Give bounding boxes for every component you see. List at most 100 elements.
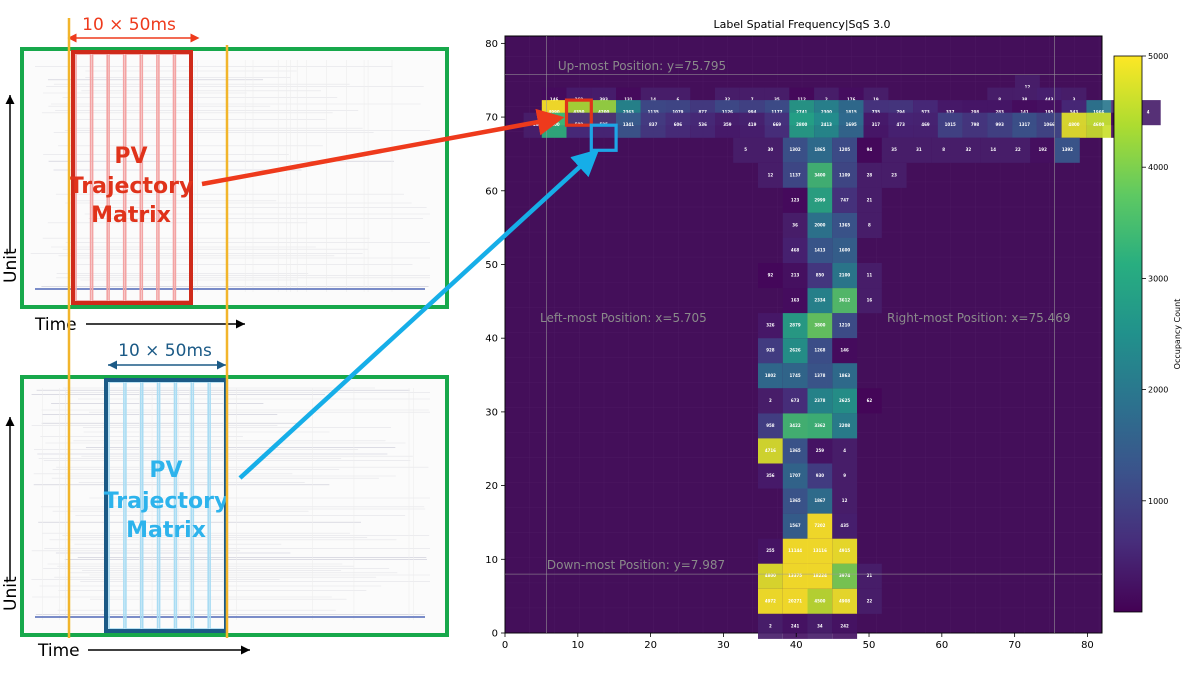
heatmap-cell-label: 3 — [1073, 97, 1076, 102]
heatmap-cell — [782, 463, 808, 489]
heatmap-cell-label: 3422 — [790, 423, 801, 428]
heatmap-cell-label: 2 — [769, 623, 772, 628]
heatmap-cell-label: 1268 — [814, 348, 825, 353]
heatmap-cell — [857, 563, 882, 589]
heatmap-cell — [807, 338, 833, 364]
heatmap-cell-label: 35 — [891, 147, 897, 152]
heatmap-cell — [937, 112, 963, 138]
top-matrix-label-2: Trajectory — [69, 174, 194, 199]
heatmap-cell-label: 2100 — [839, 273, 850, 278]
heatmap-cell — [857, 162, 882, 188]
heatmap-cell-label: 8 — [942, 147, 945, 152]
heatmap-cell-label: 1109 — [839, 172, 850, 177]
heatmap-cell-label: 543 — [1070, 110, 1079, 115]
y-axis-ticks: 0 10 20 30 40 50 60 70 80 — [485, 39, 505, 640]
heatmap-cell-label: 141 — [1020, 110, 1029, 115]
heatmap-cell — [987, 112, 1013, 138]
heatmap-cell — [1012, 112, 1037, 138]
heatmap-cell — [832, 413, 858, 439]
heatmap-cell-label: 7202 — [814, 523, 825, 528]
heatmap-cell — [832, 613, 858, 639]
heatmap-cell — [758, 388, 783, 414]
y-tick-label: 60 — [485, 186, 498, 197]
boundary-annotation: Up-most Position: y=75.795 — [558, 59, 726, 73]
heatmap-cell-label: 20271 — [788, 598, 802, 603]
heatmap-cell — [782, 338, 808, 364]
heatmap-cell — [807, 212, 833, 238]
heatmap-cell-label: 359 — [723, 122, 732, 127]
heatmap-cell — [832, 187, 858, 213]
heatmap-cell-label: 16 — [867, 298, 873, 303]
y-tick-label: 50 — [485, 260, 498, 271]
heatmap-cell-label: 2625 — [839, 398, 850, 403]
heatmap-cell-label: 112 — [798, 97, 807, 102]
x-tick-label: 80 — [1081, 640, 1094, 651]
bottom-unit-label: Unit — [1, 576, 21, 611]
heatmap-cell — [863, 112, 889, 138]
heatmap-cell-label: 1392 — [1062, 147, 1073, 152]
highlight-box — [564, 98, 593, 127]
heatmap-cell — [782, 513, 808, 539]
heatmap-cell-label: 30 — [768, 147, 774, 152]
heatmap-cell-label: 3974 — [839, 573, 850, 578]
colorbar-tick-label: 5000 — [1148, 52, 1168, 61]
heatmap-cell-label: 673 — [791, 398, 800, 403]
heatmap-cell-label: 146 — [840, 348, 849, 353]
heatmap-cell — [814, 112, 839, 138]
boundary-annotation: Right-most Position: x=75.469 — [887, 311, 1070, 325]
heatmap-cell-label: 317 — [872, 122, 881, 127]
heatmap-cell-label: 131 — [624, 97, 633, 102]
heatmap-cell-label: 1863 — [839, 373, 850, 378]
heatmap-cell-label: 1413 — [814, 248, 825, 253]
heatmap-cell-label: 2378 — [814, 398, 825, 403]
heatmap-cell-label: 213 — [791, 273, 800, 278]
heatmap-cell-label: 13375 — [788, 573, 802, 578]
heatmap-cell — [690, 112, 716, 138]
heatmap-cell-label: 2 — [769, 398, 772, 403]
heatmap-cell — [807, 588, 833, 614]
heatmap-cell-label: 473 — [897, 122, 906, 127]
heatmap-cell-label: 794 — [897, 110, 906, 115]
heatmap-cell-label: 22 — [867, 598, 873, 603]
heatmap-cell — [782, 438, 808, 464]
heatmap-cell — [807, 488, 833, 514]
heatmap-cell — [758, 363, 783, 389]
heatmap-cell-label: 928 — [766, 348, 775, 353]
heatmap-cell-label: 32 — [966, 147, 972, 152]
heatmap-cell — [782, 413, 808, 439]
heatmap-cell-label: 606 — [674, 122, 683, 127]
heatmap-cell-label: 123 — [791, 197, 800, 202]
heatmap-cell — [782, 563, 808, 589]
heatmap-cell-label: 3612 — [839, 298, 850, 303]
heatmap-cell-label: 3400 — [814, 172, 825, 177]
heatmap-cell — [758, 338, 783, 364]
heatmap-cell — [807, 538, 833, 564]
heatmap-cell-label: 6 — [677, 97, 680, 102]
boundary-annotation: Left-most Position: x=5.705 — [540, 311, 707, 325]
x-tick-label: 10 — [571, 640, 584, 651]
heatmap-cell-label: 435 — [840, 523, 849, 528]
heatmap-cell — [807, 413, 833, 439]
heatmap-cell — [832, 388, 858, 414]
heatmap-cell — [832, 588, 858, 614]
heatmap-cell-label: 1205 — [839, 147, 850, 152]
bottom-matrix-label-2: Trajectory — [104, 489, 229, 514]
heatmap-cell — [807, 563, 833, 589]
heatmap-cell-label: 1365 — [790, 448, 801, 453]
heatmap-cell — [640, 112, 666, 138]
heatmap-cell — [782, 588, 808, 614]
heatmap-cell — [782, 388, 808, 414]
highlight-boxes — [564, 98, 618, 152]
heatmap-cell — [832, 237, 858, 263]
heatmap-cell-label: 8 — [998, 97, 1001, 102]
heatmap-cell — [888, 112, 914, 138]
heatmap-cell-label: 326 — [766, 323, 775, 328]
heatmap-cell-label: 1966 — [1093, 110, 1104, 115]
heatmap-cell-label: 1126 — [722, 110, 733, 115]
heatmap-cell — [838, 112, 864, 138]
heatmap-cell-label: 12 — [842, 498, 848, 503]
heatmap-cell — [962, 112, 988, 138]
chart-title: Label Spatial Frequency|SqS 3.0 — [713, 18, 890, 31]
heatmap-cell-label: 1066 — [1044, 122, 1055, 127]
heatmap-cell — [807, 237, 833, 263]
